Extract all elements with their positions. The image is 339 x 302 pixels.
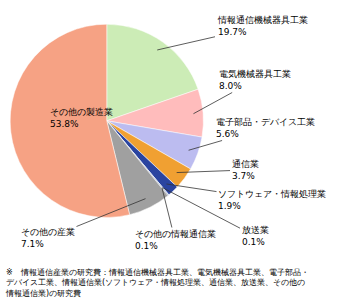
svg-text:電気機械器具工業8.0%: 電気機械器具工業8.0% [219,69,291,91]
svg-text:放送業0.1%: 放送業0.1% [242,225,269,247]
svg-text:その他の産業7.1%: その他の産業7.1% [21,227,75,249]
svg-text:情報通信機械器具工業19.7%: 情報通信機械器具工業19.7% [217,15,308,37]
svg-text:※ 情報通信産業の研究費：情報通信機械器具工業、電気機械器具: ※ 情報通信産業の研究費：情報通信機械器具工業、電気機械器具工業、電子部品・デバ… [5,268,309,298]
svg-text:その他の情報通信業0.1%: その他の情報通信業0.1% [135,229,216,251]
svg-text:通信業3.7%: 通信業3.7% [232,159,259,181]
svg-text:電子部品・デバイス工業5.6%: 電子部品・デバイス工業5.6% [216,117,315,139]
svg-text:ソフトウェア・情報処理業1.9%: ソフトウェア・情報処理業1.9% [218,189,326,211]
svg-text:その他の製造業53.8%: その他の製造業53.8% [50,107,113,129]
